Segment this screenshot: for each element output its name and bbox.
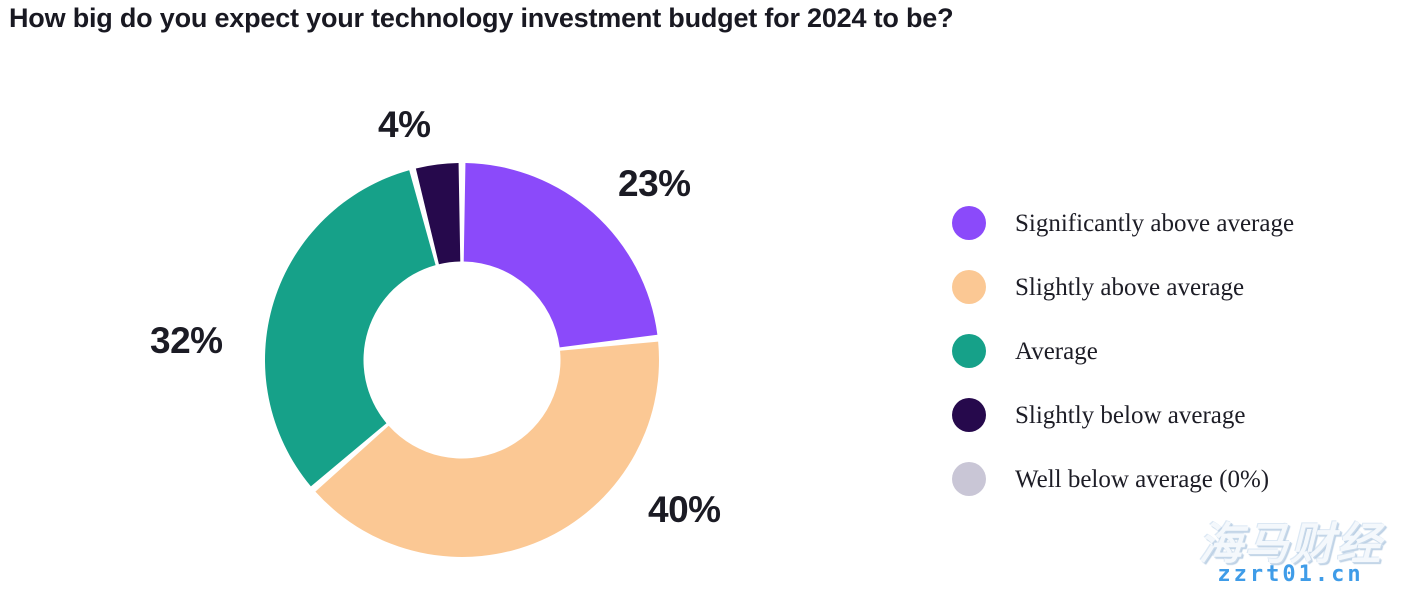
donut-slice[interactable] [415,163,461,265]
watermark-url: zzrt01.cn [1217,562,1364,587]
slice-value-label-significantly-above-average: 23% [618,163,691,204]
donut-slice[interactable] [265,170,436,487]
legend-swatch-icon [952,270,986,304]
legend-item-label: Slightly above average [1015,273,1245,301]
legend-item-label: Well below average (0%) [1015,465,1270,493]
slice-value-label-average: 32% [150,320,223,361]
donut-chart [265,163,659,557]
chart-legend: Significantly above average Slightly abo… [952,206,1294,496]
donut-slice[interactable] [315,341,659,557]
legend-swatch-icon [952,462,986,496]
legend-item-average[interactable]: Average [952,334,1294,368]
donut-slice-group [265,163,659,557]
legend-item-significantly-above-average[interactable]: Significantly above average [952,206,1294,240]
legend-item-slightly-below-average[interactable]: Slightly below average [952,398,1294,432]
legend-item-slightly-above-average[interactable]: Slightly above average [952,270,1294,304]
slice-value-label-slightly-above-average: 40% [648,489,721,530]
legend-item-label: Significantly above average [1015,209,1295,237]
legend-swatch-icon [952,206,986,240]
watermark-brand: 海马财经 [1198,519,1383,570]
legend-swatch-icon [952,398,986,432]
legend-item-well-below-average[interactable]: Well below average (0%) [952,462,1294,496]
watermark: 海马财经 zzrt01.cn [1168,512,1413,592]
legend-item-label: Slightly below average [1015,401,1246,429]
slice-value-label-slightly-below-average: 4% [378,104,431,145]
legend-swatch-icon [952,334,986,368]
legend-item-label: Average [1015,337,1098,365]
donut-slice[interactable] [463,163,658,348]
page-title: How big do you expect your technology in… [9,3,954,33]
donut-chart-svg [265,163,659,557]
